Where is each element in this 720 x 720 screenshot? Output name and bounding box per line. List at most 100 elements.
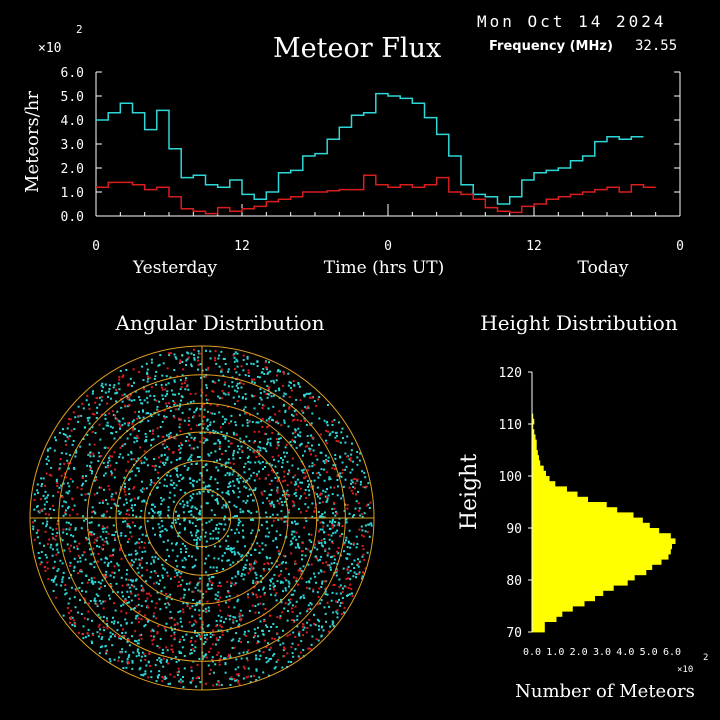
angular-point-total xyxy=(273,585,276,587)
angular-point-low xyxy=(336,550,338,553)
angular-point-total xyxy=(332,532,335,535)
angular-point-low xyxy=(220,397,223,400)
angular-point-total xyxy=(168,555,170,558)
angular-point-total xyxy=(351,442,353,445)
angular-point-total xyxy=(323,419,326,422)
angular-point-total xyxy=(255,669,258,672)
angular-point-total xyxy=(233,550,236,553)
angular-point-low xyxy=(64,511,67,514)
angular-point-total xyxy=(201,369,204,372)
height-bar xyxy=(532,559,662,565)
angular-point-total xyxy=(245,363,248,366)
angular-point-low xyxy=(261,426,264,428)
angular-point-total xyxy=(205,427,208,430)
angular-point-total xyxy=(196,541,198,544)
angular-point-total xyxy=(326,424,329,427)
angular-point-total xyxy=(152,527,154,530)
angular-point-total xyxy=(301,481,303,484)
angular-point-total xyxy=(151,515,154,518)
angular-point-low xyxy=(146,604,149,607)
angular-point-total xyxy=(172,482,175,485)
angular-point-total xyxy=(295,600,298,603)
angular-point-total xyxy=(201,603,204,606)
angular-point-total xyxy=(110,507,113,509)
angular-point-total xyxy=(136,467,139,470)
angular-point-total xyxy=(230,528,233,531)
angular-point-total xyxy=(99,582,102,585)
height-title: Height Distribution xyxy=(480,311,678,335)
angular-point-low xyxy=(121,376,124,379)
angular-point-total xyxy=(217,527,220,530)
angular-point-low xyxy=(217,651,220,654)
height-bar xyxy=(532,460,541,466)
angular-point-total xyxy=(287,603,290,606)
angular-point-low xyxy=(147,676,150,679)
angular-point-total xyxy=(190,454,193,457)
angular-point-low xyxy=(174,408,177,411)
angular-point-total xyxy=(207,606,210,609)
angular-point-total xyxy=(111,644,114,647)
angular-point-total xyxy=(300,595,303,598)
angular-point-total xyxy=(152,630,155,633)
angular-point-total xyxy=(163,415,166,418)
angular-point-total xyxy=(66,543,69,546)
angular-point-total xyxy=(281,504,284,507)
angular-point-total xyxy=(320,514,323,517)
angular-point-total xyxy=(145,458,148,461)
angular-point-total xyxy=(248,610,251,612)
angular-point-total xyxy=(242,480,245,483)
angular-point-total xyxy=(242,536,245,539)
angular-point-total xyxy=(91,581,94,584)
angular-point-total xyxy=(87,492,90,495)
angular-point-total xyxy=(330,562,333,565)
height-bar xyxy=(532,528,660,534)
angular-point-total xyxy=(89,531,92,534)
angular-point-total xyxy=(56,543,59,546)
angular-point-total xyxy=(139,659,142,662)
angular-point-total xyxy=(248,567,251,570)
angular-point-low xyxy=(313,464,316,466)
angular-point-total xyxy=(130,584,133,587)
angular-point-total xyxy=(121,648,124,651)
angular-point-total xyxy=(199,535,202,538)
angular-point-total xyxy=(159,512,162,515)
angular-point-total xyxy=(209,532,212,535)
angular-point-total xyxy=(317,572,320,575)
angular-point-total xyxy=(291,432,294,435)
angular-point-low xyxy=(342,468,345,471)
angular-point-total xyxy=(104,644,107,647)
angular-point-total xyxy=(232,452,235,455)
angular-point-total xyxy=(231,547,234,550)
angular-point-total xyxy=(192,479,195,482)
angular-point-total xyxy=(359,452,362,455)
angular-point-total xyxy=(242,369,245,372)
angular-point-total xyxy=(240,445,243,448)
angular-point-total xyxy=(115,400,118,403)
angular-point-low xyxy=(219,624,222,627)
angular-point-total xyxy=(243,633,246,636)
angular-point-total xyxy=(348,512,351,515)
angular-point-low xyxy=(200,626,203,629)
angular-point-total xyxy=(131,667,134,670)
angular-point-total xyxy=(68,435,71,438)
angular-point-total xyxy=(49,447,52,450)
angular-point-total xyxy=(204,439,207,442)
angular-point-low xyxy=(173,401,176,404)
angular-point-total xyxy=(138,668,141,671)
angular-point-low xyxy=(158,456,160,459)
angular-point-total xyxy=(179,379,182,382)
angular-point-total xyxy=(283,419,286,422)
angular-point-total xyxy=(234,351,237,354)
height-bar xyxy=(532,538,676,544)
angular-point-total xyxy=(130,399,133,402)
angular-point-low xyxy=(56,481,59,484)
angular-point-total xyxy=(168,433,171,436)
angular-point-total xyxy=(200,376,202,379)
angular-point-total xyxy=(147,390,150,393)
angular-point-total xyxy=(339,441,342,444)
angular-point-total xyxy=(273,653,276,655)
angular-point-total xyxy=(323,531,326,534)
angular-point-low xyxy=(165,646,168,649)
angular-point-total xyxy=(299,481,302,484)
angular-point-total xyxy=(322,460,325,463)
